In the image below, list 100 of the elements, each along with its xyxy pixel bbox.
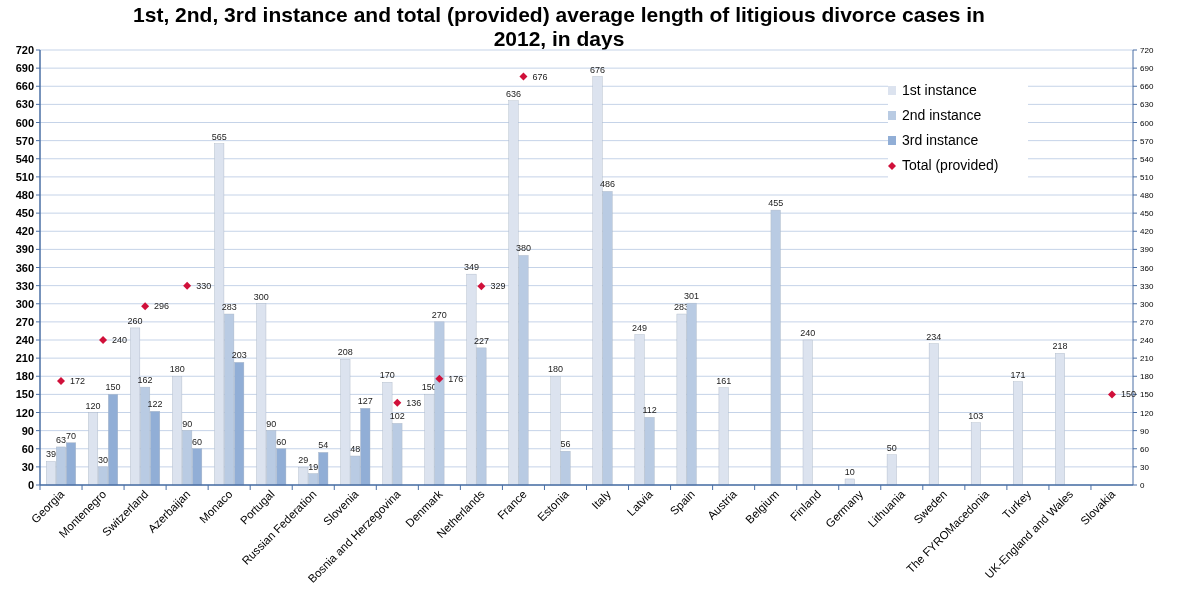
data-label: 70 <box>65 430 76 441</box>
bar <box>1055 353 1065 486</box>
data-label: 30 <box>98 454 109 465</box>
data-label: 270 <box>431 309 447 320</box>
data-label: 208 <box>337 347 353 358</box>
point <box>519 72 528 81</box>
data-label: 234 <box>926 331 942 342</box>
data-label: 60 <box>192 436 203 447</box>
y2-tick-label: 330 <box>1140 281 1154 291</box>
data-label: 176 <box>448 373 464 384</box>
y2-tick-label: 630 <box>1140 100 1154 110</box>
data-label: 349 <box>463 262 479 273</box>
data-label: 455 <box>768 198 784 209</box>
y-tick-label: 480 <box>15 189 34 201</box>
data-label: 300 <box>253 291 269 302</box>
y2-tick-label: 90 <box>1140 426 1150 436</box>
data-label: 203 <box>231 350 247 361</box>
point <box>57 377 66 386</box>
y-tick-label: 60 <box>21 442 34 455</box>
data-label: 636 <box>505 88 521 99</box>
data-label: 486 <box>600 179 616 190</box>
data-label: 90 <box>182 418 193 429</box>
y2-tick-label: 0 <box>1140 481 1145 490</box>
point <box>477 282 486 291</box>
bar <box>970 422 981 486</box>
legend-label: Total (provided) <box>902 157 999 173</box>
y2-tick-label: 450 <box>1140 209 1154 219</box>
legend-label: 2nd instance <box>902 107 982 123</box>
data-label: 227 <box>473 335 489 346</box>
data-label: 676 <box>532 71 548 82</box>
y-tick-label: 570 <box>15 134 34 147</box>
point <box>435 374 444 383</box>
data-label: 63 <box>56 434 67 445</box>
data-label: 565 <box>211 131 227 142</box>
y2-tick-label: 480 <box>1140 191 1154 200</box>
y2-tick-label: 420 <box>1140 227 1154 237</box>
bar <box>844 478 855 486</box>
point <box>99 336 108 344</box>
y-tick-label: 420 <box>15 225 34 238</box>
data-label: 60 <box>276 436 287 447</box>
y2-tick-label: 600 <box>1140 118 1154 128</box>
y-tick-label: 600 <box>15 116 34 129</box>
bar <box>718 387 729 486</box>
data-label: 54 <box>318 440 329 451</box>
point <box>183 281 192 290</box>
data-label: 161 <box>716 375 732 386</box>
data-label: 120 <box>85 400 101 411</box>
y2-tick-label: 300 <box>1140 299 1154 309</box>
point <box>141 302 150 311</box>
data-label: 380 <box>515 243 531 254</box>
y-tick-label: 0 <box>27 479 34 491</box>
y-tick-label: 450 <box>15 207 34 220</box>
data-label: 150 <box>105 382 121 393</box>
data-label: 676 <box>590 64 606 75</box>
y2-tick-label: 390 <box>1140 245 1154 255</box>
data-label: 283 <box>221 302 237 313</box>
y-tick-label: 90 <box>21 424 34 437</box>
data-label: 329 <box>490 281 506 292</box>
legend-label: 3rd instance <box>902 132 979 148</box>
chart-title: 1st, 2nd, 3rd instance and total (provided) average length of litigious divorce cases in 2012, in days <box>133 3 985 50</box>
data-label: 90 <box>266 418 277 429</box>
y2-tick-label: 150 <box>1140 390 1154 400</box>
data-label: 170 <box>379 370 395 381</box>
data-label: 29 <box>298 455 309 466</box>
data-label: 50 <box>886 442 897 453</box>
data-label: 102 <box>389 411 405 422</box>
y-tick-label: 150 <box>15 388 34 401</box>
y-tick-label: 390 <box>15 243 34 256</box>
bar <box>802 339 813 486</box>
y2-tick-label: 30 <box>1140 462 1150 472</box>
y2-tick-label: 180 <box>1140 372 1154 382</box>
data-label: 127 <box>357 396 373 407</box>
y2-tick-label: 540 <box>1140 154 1154 164</box>
data-label: 150 <box>1120 389 1137 400</box>
data-label: 103 <box>968 410 984 421</box>
y2-tick-label: 270 <box>1140 317 1154 327</box>
y-tick-label: 240 <box>15 334 34 346</box>
y-tick-label: 510 <box>15 170 34 183</box>
x-tick-label: Italy <box>589 487 614 512</box>
y2-tick-label: 120 <box>1140 408 1154 418</box>
y-tick-label: 720 <box>15 44 34 56</box>
data-label: 10 <box>844 466 855 477</box>
y-tick-label: 660 <box>15 80 34 93</box>
y-tick-label: 630 <box>15 98 34 111</box>
y2-tick-label: 690 <box>1140 64 1154 74</box>
y-tick-label: 300 <box>15 297 34 310</box>
y-tick-label: 690 <box>15 62 34 75</box>
y-tick-label: 120 <box>15 406 34 419</box>
legend-label: 1st instance <box>902 82 977 98</box>
y2-tick-label: 60 <box>1140 444 1150 454</box>
point <box>393 398 402 407</box>
y-tick-label: 270 <box>15 315 34 328</box>
y2-tick-label: 660 <box>1140 82 1154 92</box>
data-label: 260 <box>127 315 143 326</box>
data-label: 218 <box>1052 341 1068 352</box>
y2-tick-label: 210 <box>1140 354 1154 364</box>
y2-tick-label: 510 <box>1140 172 1154 182</box>
y-tick-label: 210 <box>15 352 34 365</box>
data-label: 48 <box>350 444 361 454</box>
data-label: 122 <box>147 399 163 410</box>
